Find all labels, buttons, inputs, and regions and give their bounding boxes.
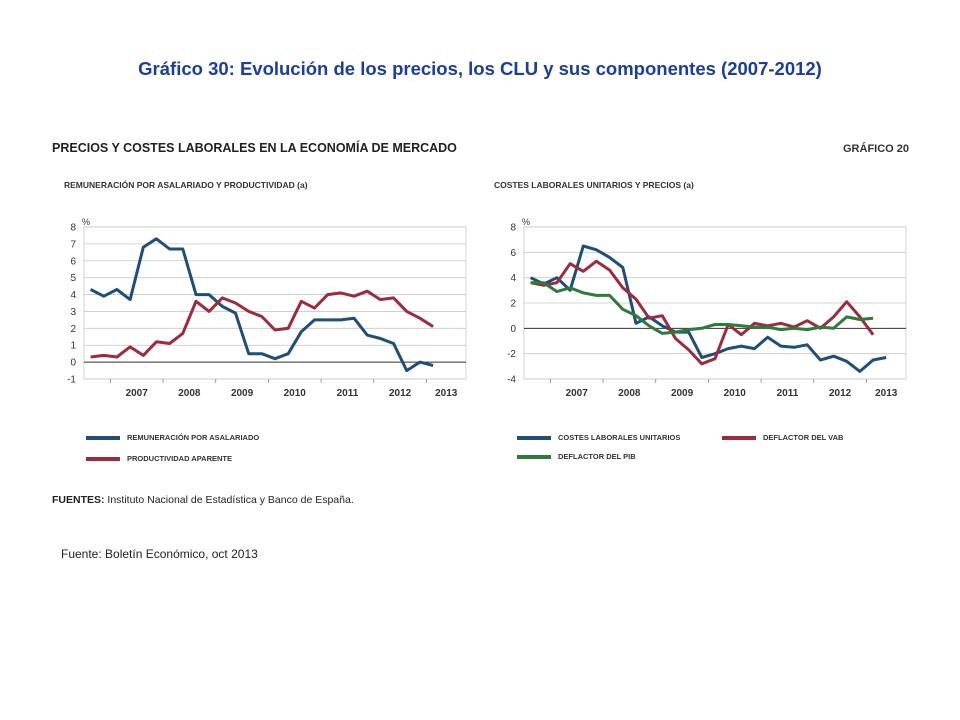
x-tick-label: 2012	[389, 388, 412, 399]
legend-swatch	[517, 454, 551, 459]
x-tick-label: 2009	[231, 388, 254, 399]
x-tick-label: 2011	[337, 388, 359, 399]
slide-title: Gráfico 30: Evolución de los precios, lo…	[138, 58, 822, 79]
series-line	[89, 237, 434, 373]
y-tick-label: 5	[70, 273, 76, 284]
series-line	[529, 244, 887, 373]
y-tick-label: 8	[510, 223, 516, 234]
right-line-chart: -4 -2 0 2 4 6 8% 2007 2008 2009 2010 2011 2012 2013	[507, 217, 907, 399]
legend-swatch	[86, 456, 120, 461]
y-tick-label: 3	[70, 307, 76, 318]
sources-label: FUENTES:	[52, 494, 105, 506]
legend-label: REMUNERACIÓN POR ASALARIADO	[127, 433, 260, 442]
y-tick-label: 0	[70, 358, 76, 369]
y-tick-label: -2	[507, 349, 516, 360]
left-line-chart: -1 0 1 2 3 4 5 6 7 8% 2007 2008 2009 2010 2011 2012 2013	[67, 217, 467, 399]
y-tick-label: 8	[70, 223, 76, 234]
legend-item-productividad: PRODUCTIVIDAD APARENTE	[86, 454, 232, 463]
legend-item-remuneracion: REMUNERACIÓN POR ASALARIADO	[86, 433, 259, 442]
y-axis-unit: %	[82, 217, 90, 227]
source-credit: Fuente: Boletín Económico, oct 2013	[61, 547, 258, 561]
legend-item-clu: COSTES LABORALES UNITARIOS	[517, 433, 680, 442]
sources-text: Instituto Nacional de Estadística y Banc…	[107, 494, 354, 506]
legend-swatch	[517, 435, 551, 440]
x-tick-label: 2012	[829, 388, 852, 399]
series-line	[90, 289, 434, 359]
y-tick-label: 4	[510, 273, 516, 284]
y-tick-label: 1	[70, 341, 76, 352]
y-axis-unit: %	[522, 217, 530, 227]
legend-swatch	[86, 435, 120, 440]
legend-item-deflactor-pib: DEFLACTOR DEL PIB	[517, 452, 636, 461]
series-line	[530, 259, 875, 366]
x-tick-label: 2009	[671, 388, 694, 399]
x-tick-label: 2007	[126, 388, 149, 399]
x-tick-label: 2008	[178, 388, 201, 399]
y-tick-label: 4	[70, 290, 76, 301]
x-tick-label: 2011	[777, 388, 799, 399]
y-tick-label: -1	[67, 375, 76, 386]
series-line	[530, 281, 874, 335]
y-tick-label: 0	[510, 324, 516, 335]
right-chart-title: COSTES LABORALES UNITARIOS Y PRECIOS (a)	[494, 180, 694, 190]
y-tick-label: -4	[507, 375, 516, 386]
y-tick-label: 6	[510, 248, 516, 259]
y-tick-label: 2	[70, 324, 76, 335]
legend-label: DEFLACTOR DEL PIB	[558, 452, 636, 461]
x-tick-label: 2013	[875, 388, 898, 399]
x-tick-label: 2010	[284, 388, 307, 399]
x-tick-label: 2008	[618, 388, 641, 399]
legend-label: COSTES LABORALES UNITARIOS	[558, 433, 681, 442]
legend-label: PRODUCTIVIDAD APARENTE	[127, 454, 233, 463]
y-tick-label: 6	[70, 256, 76, 267]
x-tick-label: 2010	[724, 388, 747, 399]
x-tick-label: 2013	[435, 388, 458, 399]
legend-swatch	[722, 435, 756, 440]
figure-title: PRECIOS Y COSTES LABORALES EN LA ECONOMÍ…	[52, 141, 457, 155]
left-chart-title: REMUNERACIÓN POR ASALARIADO Y PRODUCTIVI…	[64, 180, 308, 190]
legend-item-deflactor-vab: DEFLACTOR DEL VAB	[722, 433, 843, 442]
y-tick-label: 7	[70, 239, 76, 250]
x-tick-label: 2007	[566, 388, 589, 399]
sources-note: FUENTES: Instituto Nacional de Estadísti…	[52, 494, 354, 506]
legend-label: DEFLACTOR DEL VAB	[763, 433, 844, 442]
figure-number: GRÁFICO 20	[843, 143, 910, 155]
y-tick-label: 2	[510, 299, 516, 310]
